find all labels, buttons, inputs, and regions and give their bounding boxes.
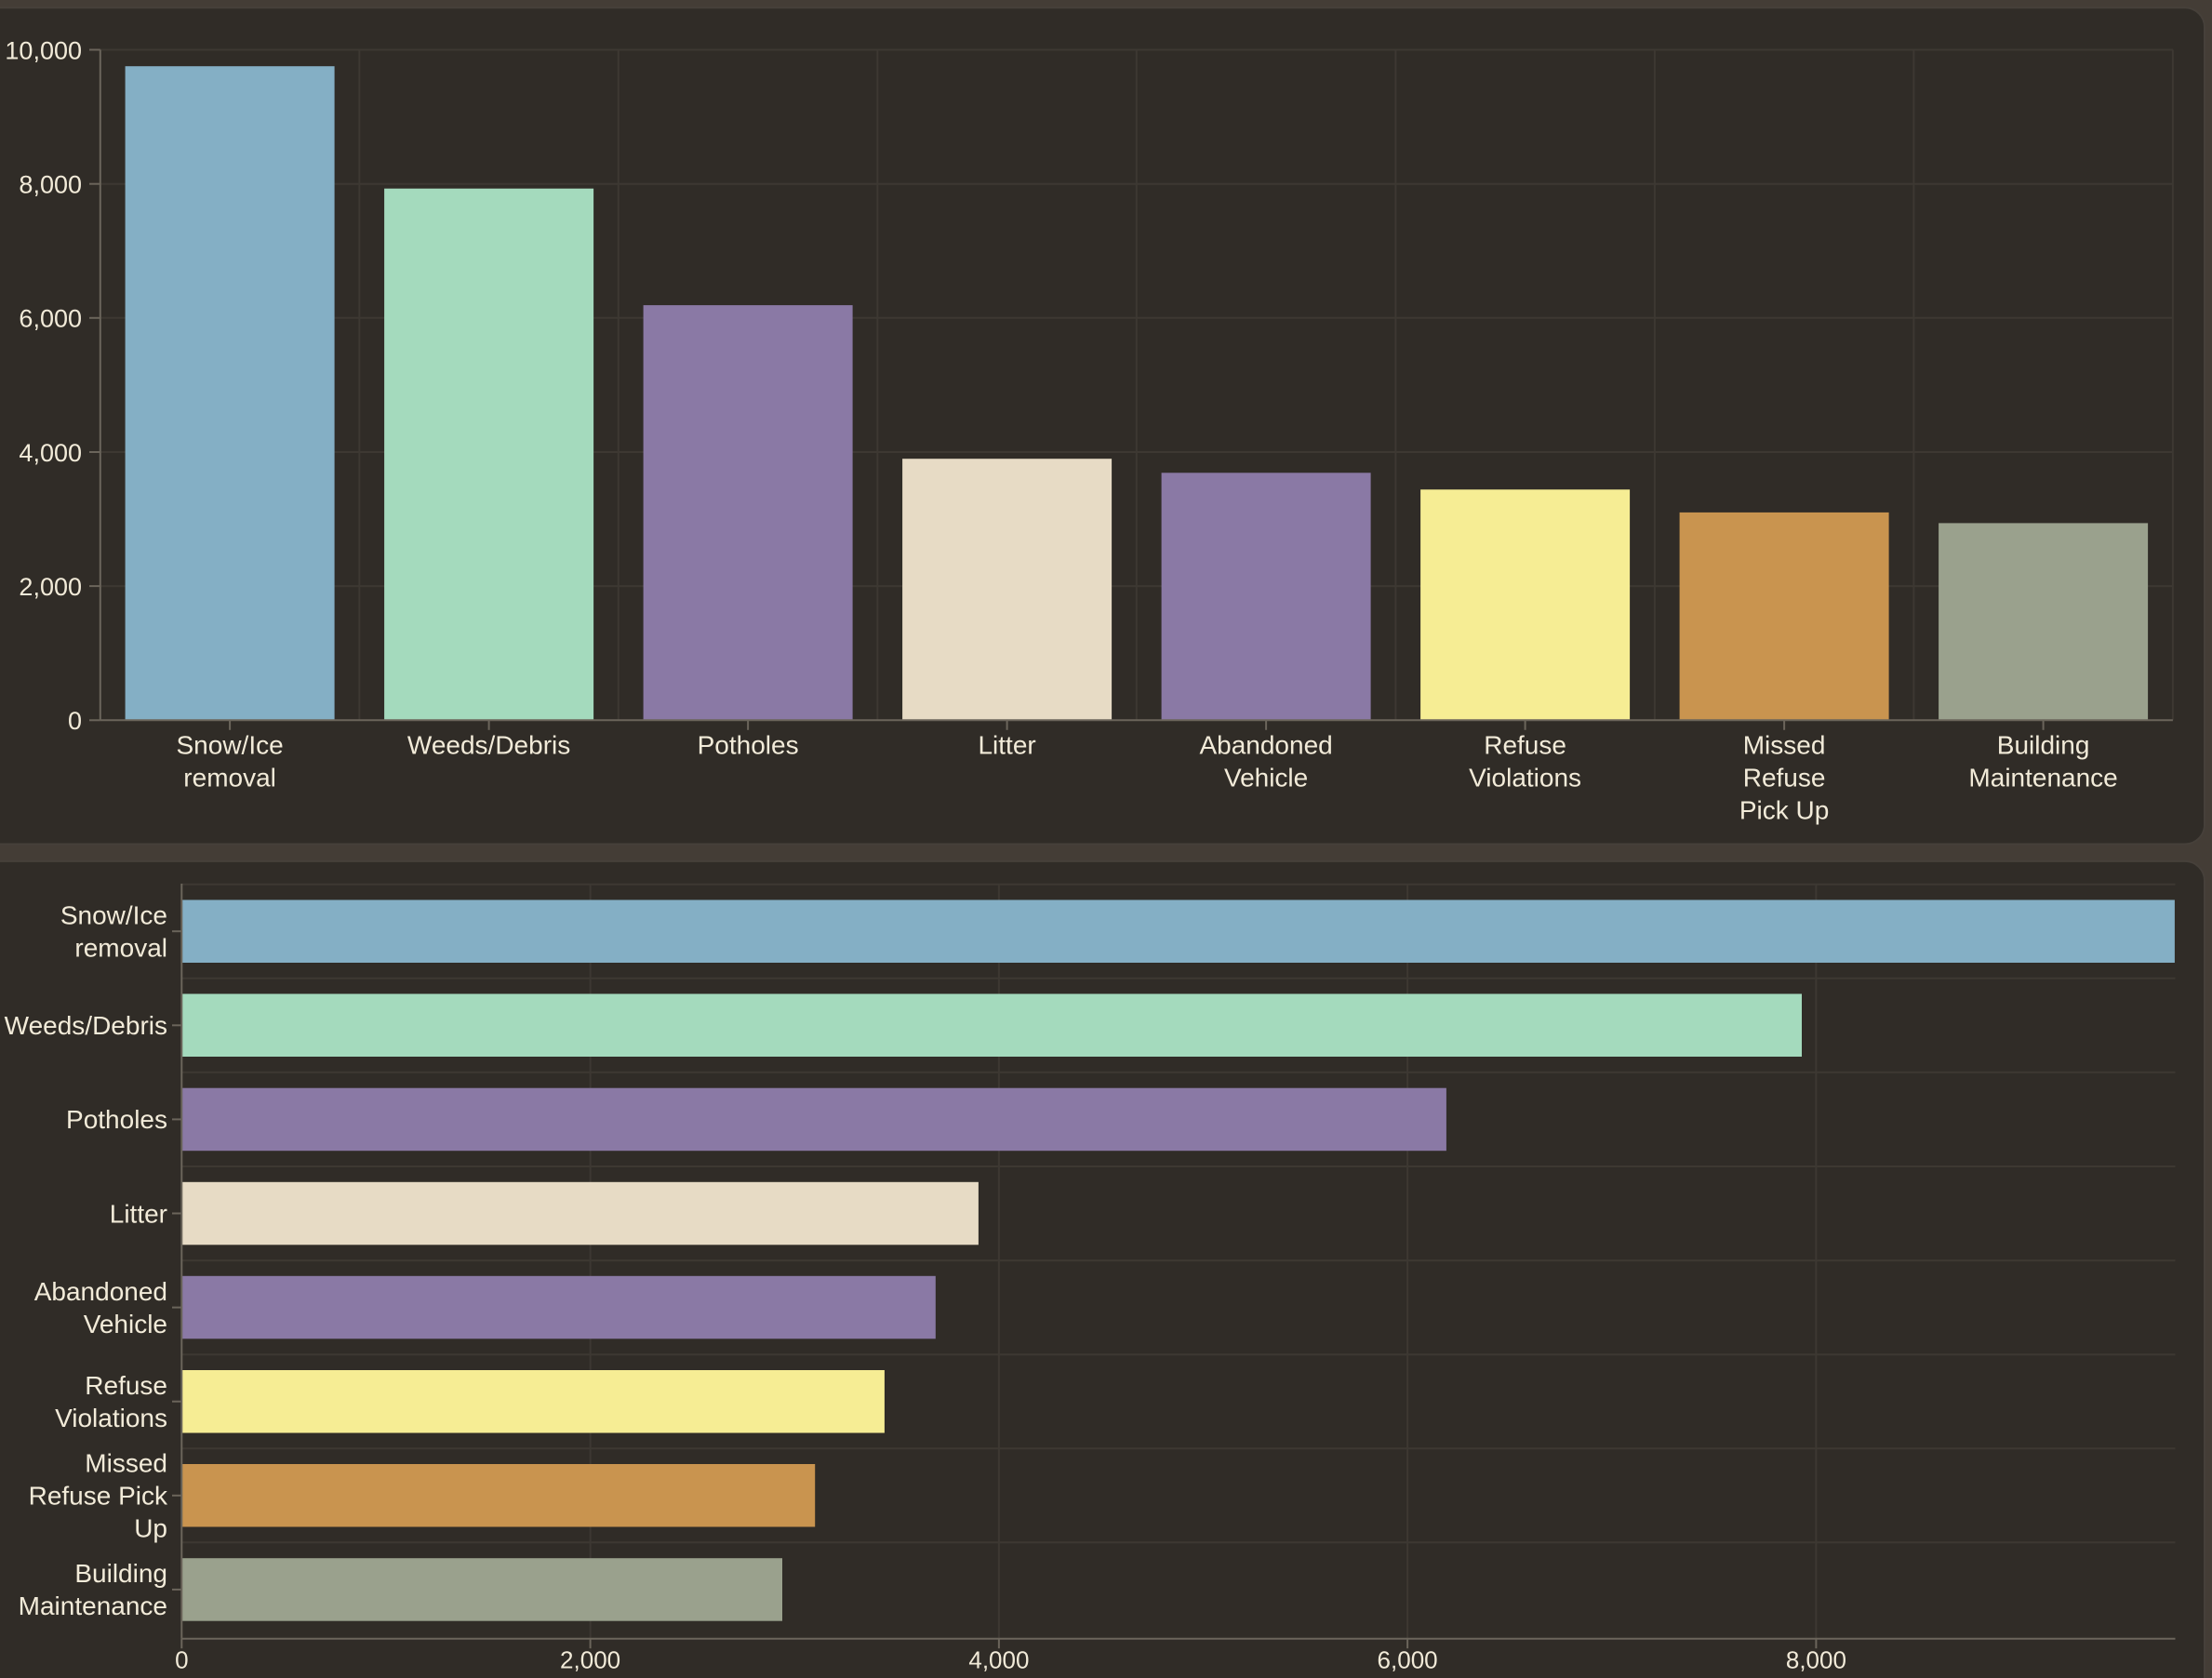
svg-text:Litter: Litter [978, 731, 1035, 760]
svg-text:2,000: 2,000 [560, 1646, 620, 1674]
svg-text:Maintenance: Maintenance [19, 1591, 167, 1620]
svg-text:Missed: Missed [1743, 731, 1826, 760]
svg-text:Vehicle: Vehicle [1224, 764, 1308, 792]
svg-text:Building: Building [74, 1559, 167, 1588]
svg-text:Building: Building [1997, 731, 2090, 760]
svg-text:Refuse: Refuse [1484, 731, 1566, 760]
svg-text:Missed: Missed [85, 1449, 167, 1478]
svg-text:Abandoned: Abandoned [1199, 731, 1332, 760]
svg-text:Refuse: Refuse [1743, 764, 1826, 792]
svg-text:removal: removal [74, 934, 167, 963]
svg-text:2,000: 2,000 [19, 573, 82, 601]
svg-text:6,000: 6,000 [1378, 1646, 1438, 1674]
svg-text:0: 0 [175, 1646, 188, 1674]
svg-text:removal: removal [183, 764, 276, 792]
svg-text:Snow/Ice: Snow/Ice [177, 731, 284, 760]
svg-text:Refuse Pick: Refuse Pick [29, 1482, 168, 1511]
svg-text:Potholes: Potholes [66, 1105, 167, 1134]
svg-text:Potholes: Potholes [698, 731, 799, 760]
svg-text:Abandoned: Abandoned [34, 1277, 167, 1306]
svg-text:Violations: Violations [1469, 764, 1581, 792]
svg-text:4,000: 4,000 [19, 439, 82, 467]
svg-text:Weeds/Debris: Weeds/Debris [5, 1011, 167, 1040]
svg-text:8,000: 8,000 [19, 171, 82, 199]
svg-text:Violations: Violations [55, 1404, 167, 1432]
svg-text:Pick Up: Pick Up [1739, 796, 1829, 825]
svg-text:6,000: 6,000 [19, 305, 82, 333]
svg-text:Refuse: Refuse [85, 1371, 167, 1400]
svg-text:10,000: 10,000 [5, 36, 82, 64]
svg-text:Up: Up [134, 1514, 167, 1543]
svg-text:Vehicle: Vehicle [84, 1310, 167, 1338]
svg-text:Weeds/Debris: Weeds/Debris [407, 731, 570, 760]
svg-text:Litter: Litter [110, 1199, 167, 1228]
svg-text:Maintenance: Maintenance [1968, 764, 2117, 792]
svg-text:4,000: 4,000 [968, 1646, 1029, 1674]
svg-text:8,000: 8,000 [1786, 1646, 1846, 1674]
svg-text:Snow/Ice: Snow/Ice [60, 901, 167, 930]
svg-text:0: 0 [68, 707, 82, 735]
